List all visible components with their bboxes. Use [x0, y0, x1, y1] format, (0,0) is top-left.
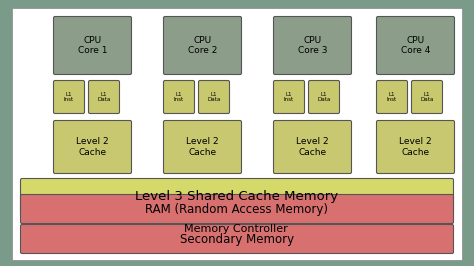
- FancyBboxPatch shape: [54, 120, 131, 173]
- Text: Secondary Memory: Secondary Memory: [180, 232, 294, 246]
- FancyBboxPatch shape: [376, 81, 408, 114]
- Text: L1
Inst: L1 Inst: [284, 92, 294, 102]
- FancyBboxPatch shape: [376, 120, 455, 173]
- FancyBboxPatch shape: [411, 81, 443, 114]
- Text: Level 2
Cache: Level 2 Cache: [186, 137, 219, 157]
- FancyBboxPatch shape: [20, 194, 454, 223]
- FancyBboxPatch shape: [20, 178, 454, 214]
- Text: Level 2
Cache: Level 2 Cache: [399, 137, 432, 157]
- FancyBboxPatch shape: [376, 16, 455, 74]
- Text: Level 3 Shared Cache Memory: Level 3 Shared Cache Memory: [136, 190, 338, 203]
- Text: L1
Data: L1 Data: [207, 92, 221, 102]
- FancyBboxPatch shape: [273, 81, 304, 114]
- FancyBboxPatch shape: [309, 81, 339, 114]
- FancyBboxPatch shape: [12, 8, 462, 260]
- Text: Level 2
Cache: Level 2 Cache: [296, 137, 329, 157]
- Text: L1
Inst: L1 Inst: [174, 92, 184, 102]
- Text: CPU
Core 4: CPU Core 4: [401, 36, 430, 55]
- Text: RAM (Random Access Memory): RAM (Random Access Memory): [146, 202, 328, 215]
- Text: CPU
Core 1: CPU Core 1: [78, 36, 107, 55]
- FancyBboxPatch shape: [164, 120, 241, 173]
- FancyBboxPatch shape: [54, 16, 131, 74]
- Text: L1
Data: L1 Data: [420, 92, 434, 102]
- Text: CPU
Core 2: CPU Core 2: [188, 36, 217, 55]
- FancyBboxPatch shape: [20, 225, 454, 253]
- FancyBboxPatch shape: [54, 81, 84, 114]
- Text: Level 2
Cache: Level 2 Cache: [76, 137, 109, 157]
- Text: L1
Data: L1 Data: [317, 92, 331, 102]
- FancyBboxPatch shape: [164, 81, 194, 114]
- Text: L1
Inst: L1 Inst: [387, 92, 397, 102]
- FancyBboxPatch shape: [109, 214, 364, 243]
- Text: CPU
Core 3: CPU Core 3: [298, 36, 327, 55]
- FancyBboxPatch shape: [199, 81, 229, 114]
- FancyBboxPatch shape: [273, 120, 352, 173]
- Text: L1
Data: L1 Data: [97, 92, 111, 102]
- Text: Memory Controller: Memory Controller: [184, 224, 288, 234]
- FancyBboxPatch shape: [89, 81, 119, 114]
- FancyBboxPatch shape: [164, 16, 241, 74]
- Text: L1
Inst: L1 Inst: [64, 92, 74, 102]
- FancyBboxPatch shape: [273, 16, 352, 74]
